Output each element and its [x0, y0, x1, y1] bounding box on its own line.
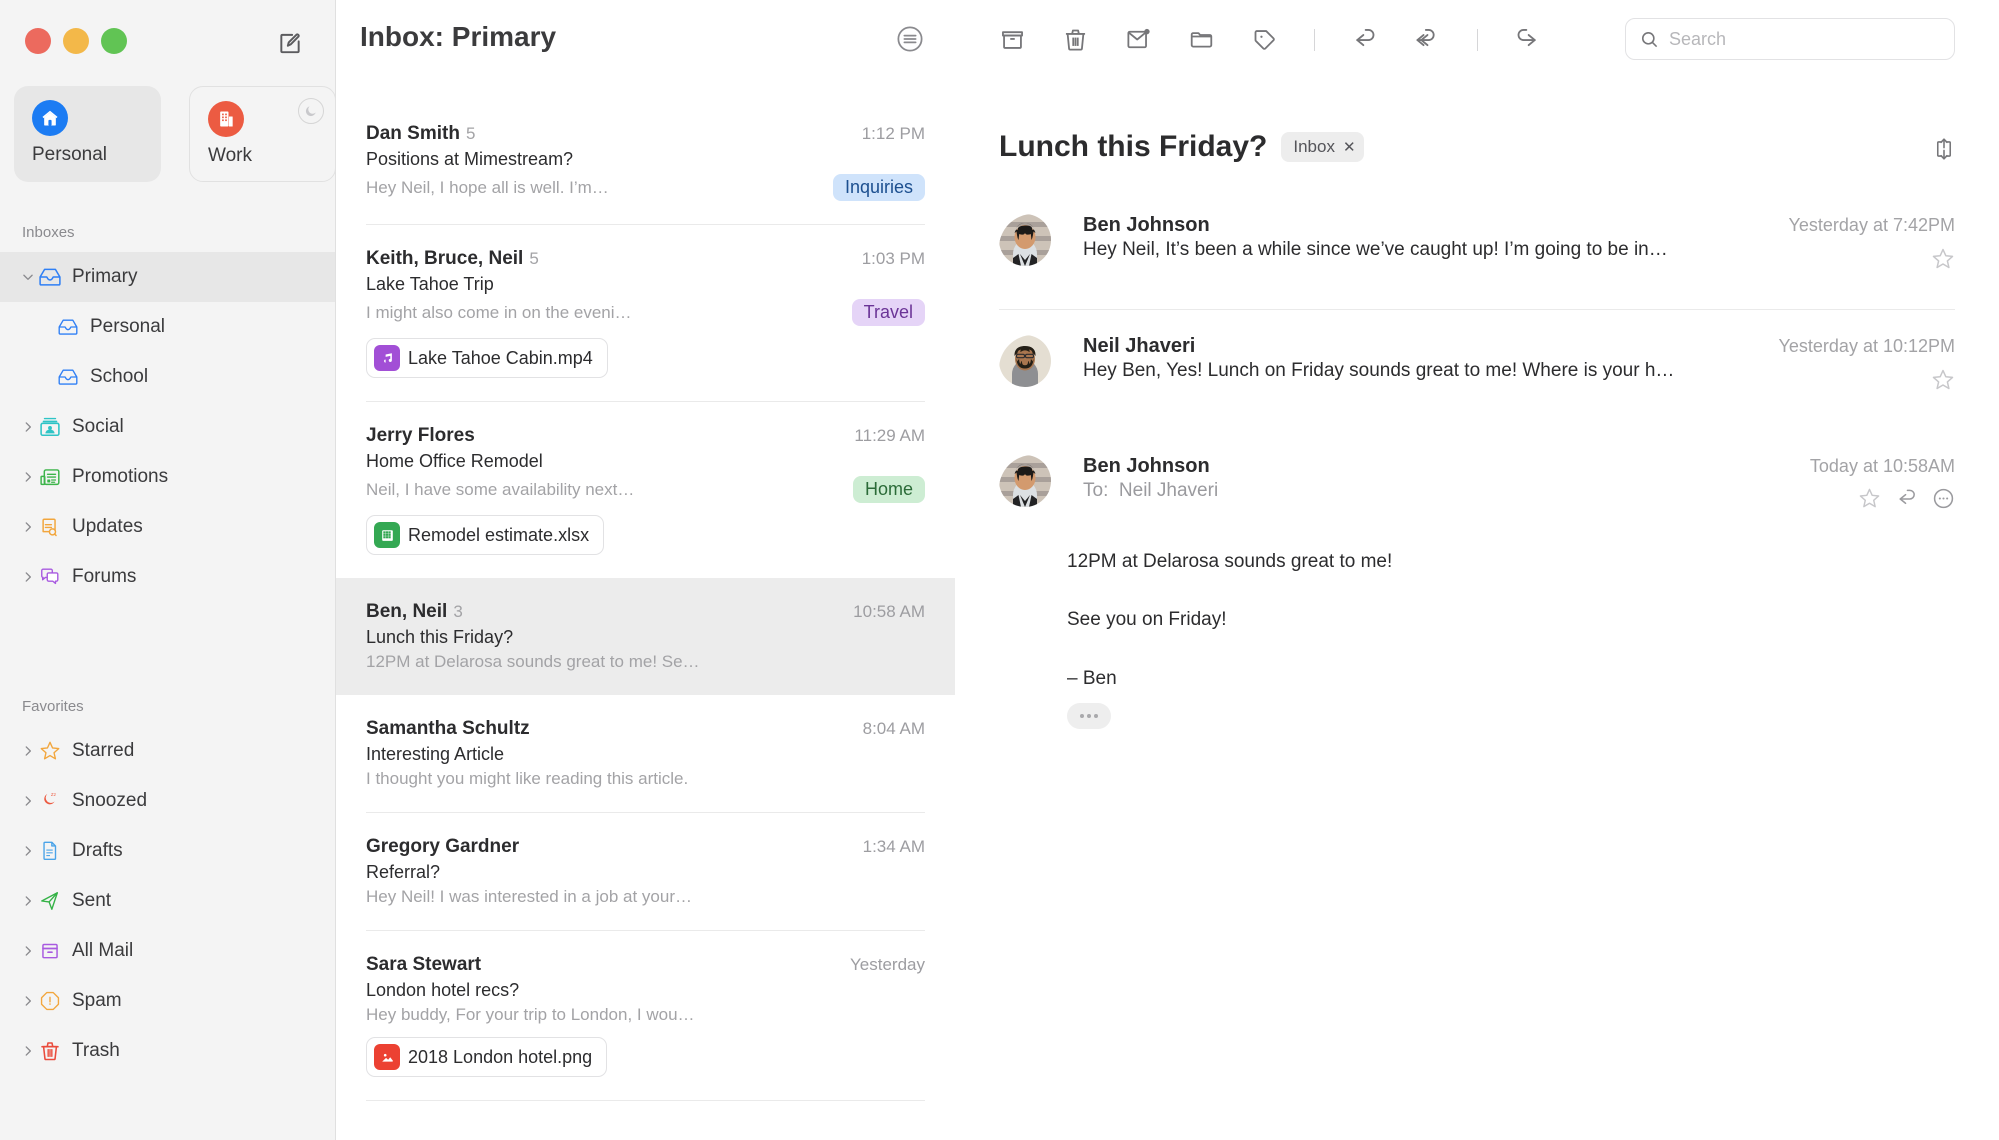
svg-text:Zz: Zz: [51, 792, 57, 797]
